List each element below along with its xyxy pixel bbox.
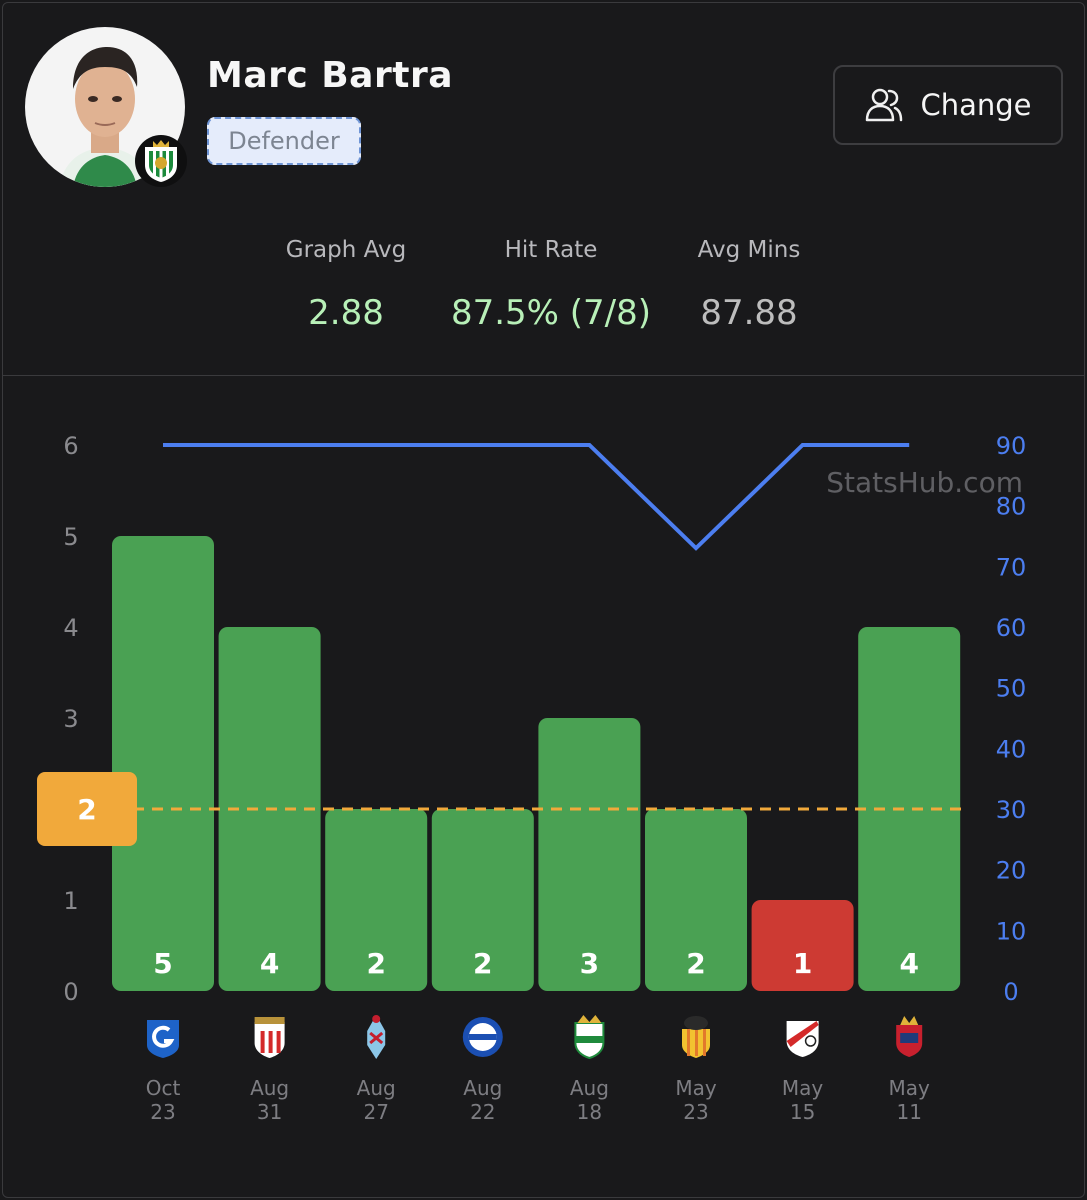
y-left-tick-label: 1	[63, 887, 78, 915]
x-tick-month: Aug	[250, 1076, 289, 1100]
points-chart: StatsHub.com0123456010203040506070809054…	[37, 432, 1027, 1124]
bar	[538, 718, 641, 991]
stat-value: 87.5% (7/8)	[450, 293, 652, 333]
users-icon	[866, 88, 903, 122]
bar-value-label: 3	[580, 947, 599, 980]
bar-value-label: 1	[793, 947, 812, 980]
stat-label: Graph Avg	[285, 237, 407, 263]
y-left-tick-label: 5	[63, 523, 78, 551]
x-tick-month: Oct	[146, 1076, 181, 1100]
x-tick-day: 27	[363, 1100, 388, 1124]
threshold-badge	[37, 772, 137, 846]
x-tick-day: 23	[683, 1100, 708, 1124]
y-left-tick-label: 4	[63, 614, 78, 642]
player-photo-icon	[59, 47, 151, 187]
stat-graph-avg: Graph Avg 2.88	[226, 237, 466, 333]
y-right-tick-label: 10	[996, 917, 1027, 945]
bar-value-label: 2	[473, 947, 492, 980]
stat-hit-rate: Hit Rate 87.5% (7/8)	[431, 237, 671, 333]
elche-crest-icon	[574, 1015, 605, 1060]
y-right-tick-label: 0	[1003, 978, 1018, 1006]
x-tick-day: 23	[150, 1100, 175, 1124]
stat-value: 87.88	[700, 293, 798, 333]
y-left-tick-label: 3	[63, 705, 78, 733]
osasuna-crest-icon	[896, 1016, 923, 1057]
y-right-tick-label: 70	[996, 553, 1027, 581]
bar	[431, 809, 534, 991]
stat-label: Hit Rate	[504, 237, 598, 263]
genk-crest-icon	[147, 1020, 179, 1058]
stat-avg-mins: Avg Mins 87.88	[629, 237, 869, 333]
threshold-badge-label: 2	[77, 793, 96, 826]
celta-vigo-crest-icon	[367, 1015, 386, 1059]
y-right-tick-label: 30	[996, 796, 1027, 824]
x-tick-day: 15	[790, 1100, 815, 1124]
x-tick-month: Aug	[463, 1076, 502, 1100]
bar-value-label: 5	[153, 947, 172, 980]
bar-value-label: 2	[686, 947, 705, 980]
player-name: Marc Bartra	[207, 55, 453, 96]
y-left-tick-label: 6	[63, 432, 78, 460]
minutes-line	[163, 443, 910, 551]
y-right-tick-label: 90	[996, 432, 1027, 460]
alaves-crest-icon	[462, 1017, 503, 1057]
valencia-crest-icon	[682, 1016, 710, 1058]
change-player-button[interactable]: Change	[833, 65, 1063, 145]
x-tick-month: Aug	[357, 1076, 396, 1100]
bar-value-label: 2	[366, 947, 385, 980]
bar	[325, 809, 428, 991]
position-badge: Defender	[207, 117, 361, 165]
y-right-tick-label: 60	[996, 614, 1027, 642]
bar-value-label: 4	[899, 947, 918, 980]
watermark: StatsHub.com	[826, 466, 1023, 499]
x-tick-day: 31	[257, 1100, 282, 1124]
rayo-vallecano-crest-icon	[786, 1021, 819, 1057]
y-right-tick-label: 20	[996, 857, 1027, 885]
y-right-tick-label: 80	[996, 493, 1027, 521]
bar	[112, 536, 214, 991]
bar	[645, 809, 747, 991]
y-left-tick-label: 0	[63, 978, 78, 1006]
bar	[751, 900, 854, 991]
x-tick-month: May	[782, 1076, 824, 1100]
x-tick-month: May	[675, 1076, 717, 1100]
x-tick-day: 22	[470, 1100, 495, 1124]
bar	[858, 627, 961, 991]
stat-label: Avg Mins	[697, 237, 801, 263]
x-tick-month: May	[889, 1076, 931, 1100]
athletic-bilbao-crest-icon	[254, 1017, 285, 1058]
y-right-tick-label: 40	[996, 735, 1027, 763]
x-tick-day: 18	[577, 1100, 602, 1124]
player-header: Marc Bartra Defender Change Graph Avg 2.…	[3, 3, 1084, 376]
stat-value: 2.88	[308, 293, 384, 333]
real-betis-crest-icon	[135, 135, 187, 187]
player-avatar	[25, 27, 187, 187]
y-right-tick-label: 50	[996, 675, 1027, 703]
bar-value-label: 4	[260, 947, 279, 980]
x-tick-month: Aug	[570, 1076, 609, 1100]
change-button-label: Change	[920, 88, 1032, 122]
x-tick-day: 11	[896, 1100, 921, 1124]
